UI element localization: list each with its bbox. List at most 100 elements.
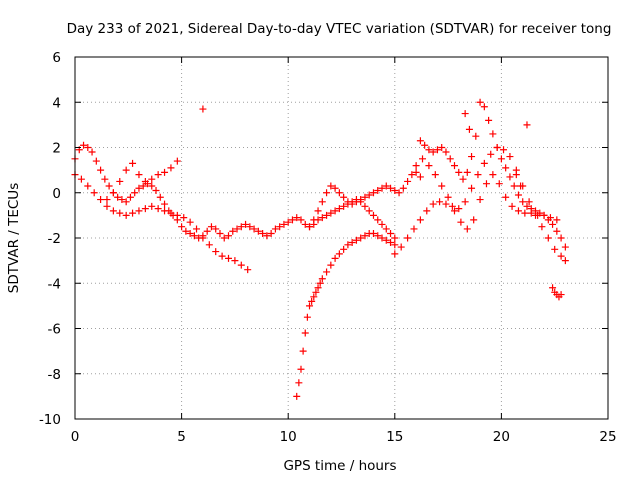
data-point — [399, 184, 407, 192]
data-point — [457, 218, 465, 226]
data-point — [419, 155, 427, 163]
data-point — [352, 236, 360, 244]
data-point — [514, 191, 522, 199]
data-point — [340, 202, 348, 210]
data-point — [344, 241, 352, 249]
data-point — [80, 141, 88, 149]
data-point — [231, 257, 239, 265]
data-point — [152, 186, 160, 194]
data-point — [105, 182, 113, 190]
data-point — [84, 182, 92, 190]
data-point — [549, 220, 557, 228]
y-tick-label: -10 — [39, 412, 61, 428]
data-point — [369, 229, 377, 237]
data-point — [178, 223, 186, 231]
grid-layer — [75, 57, 608, 419]
data-point — [131, 189, 139, 197]
data-point — [212, 248, 220, 256]
data-point — [412, 162, 420, 170]
data-point — [412, 168, 420, 176]
data-point — [374, 216, 382, 224]
data-point — [387, 239, 395, 247]
data-point — [480, 159, 488, 167]
data-point — [506, 153, 514, 161]
data-point — [404, 234, 412, 242]
data-point — [521, 209, 529, 217]
data-point — [335, 205, 343, 213]
data-point — [244, 266, 252, 274]
data-point — [369, 189, 377, 197]
data-point — [263, 232, 271, 240]
data-point — [148, 182, 156, 190]
data-point — [167, 164, 175, 172]
data-point — [557, 234, 565, 242]
data-point — [327, 182, 335, 190]
data-point — [161, 200, 169, 208]
series-s11 — [549, 284, 565, 301]
data-point — [365, 207, 373, 215]
data-point — [340, 193, 348, 201]
data-point — [382, 236, 390, 244]
data-point — [225, 232, 233, 240]
plot-frame — [74, 56, 609, 420]
data-point — [352, 198, 360, 206]
data-point — [561, 257, 569, 265]
data-point — [455, 168, 463, 176]
data-point — [425, 162, 433, 170]
data-point — [92, 157, 100, 165]
data-point — [561, 243, 569, 251]
data-point — [357, 234, 365, 242]
data-point — [218, 252, 226, 260]
data-point — [84, 144, 92, 151]
data-point — [493, 144, 501, 151]
data-point — [361, 202, 369, 210]
data-point — [502, 164, 510, 172]
data-point — [306, 223, 314, 231]
data-point — [523, 202, 531, 210]
data-point — [348, 239, 356, 247]
data-point — [391, 186, 399, 194]
data-point — [148, 175, 156, 183]
data-point — [190, 232, 198, 240]
data-point — [357, 196, 365, 204]
data-point — [250, 225, 258, 233]
data-point — [465, 125, 473, 133]
data-point — [506, 173, 514, 181]
tick-layer: 0 5 10 15 20 25 -10 -8 -6 -4 -2 0 2 4 6 — [39, 50, 617, 445]
data-point — [387, 184, 395, 192]
data-point — [293, 392, 301, 400]
data-point — [470, 216, 478, 224]
data-point — [259, 229, 267, 237]
data-point — [318, 198, 326, 206]
data-point — [316, 279, 324, 287]
data-point — [532, 207, 540, 215]
data-point — [135, 207, 143, 215]
data-point — [323, 189, 331, 197]
data-point — [525, 198, 533, 206]
data-point — [517, 182, 525, 190]
data-point — [508, 202, 516, 210]
data-point — [497, 155, 505, 163]
data-point — [103, 202, 111, 210]
data-point — [369, 211, 377, 219]
data-point — [205, 241, 213, 249]
data-point — [173, 157, 181, 165]
data-point — [489, 130, 497, 138]
data-point — [382, 182, 390, 190]
series-s5 — [293, 229, 399, 400]
data-point — [297, 365, 305, 373]
data-point — [374, 232, 382, 240]
data-point — [416, 173, 424, 181]
data-point — [323, 211, 331, 219]
data-point — [450, 162, 458, 170]
data-point — [242, 220, 250, 228]
data-point — [135, 171, 143, 179]
series-s1 — [71, 141, 399, 242]
data-point — [122, 198, 130, 206]
data-point — [318, 214, 326, 222]
y-tick-label: 4 — [52, 95, 61, 111]
data-point — [455, 205, 463, 213]
data-point — [391, 234, 399, 242]
data-point — [199, 105, 207, 113]
data-point — [167, 209, 175, 217]
